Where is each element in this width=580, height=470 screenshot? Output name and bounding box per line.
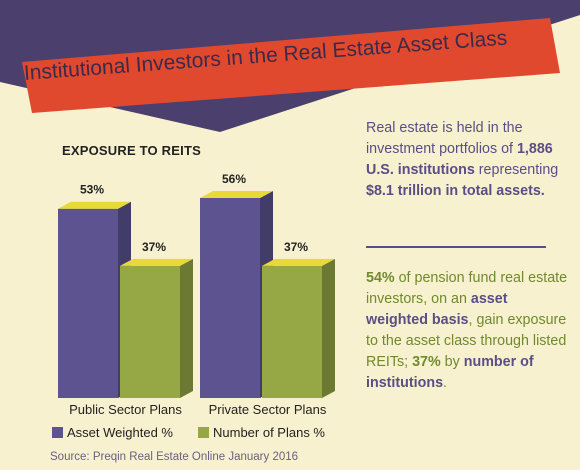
- p2-text-c: asset weighted basis: [366, 291, 508, 328]
- bar-side-number-of-plans-2: [322, 258, 335, 398]
- legend-swatch-number-of-plans: [198, 427, 209, 438]
- p2-text-f: by: [440, 354, 464, 370]
- chart-title: EXPOSURE TO REITS: [62, 143, 201, 158]
- p2-text-g: number of institutions: [366, 354, 534, 391]
- category-label-1: Public Sector Plans: [69, 402, 182, 417]
- legend-label-number-of-plans: Number of Plans %: [213, 425, 325, 440]
- legend-label-asset-weighted: Asset Weighted %: [67, 425, 173, 440]
- bar-top-number-of-plans-2: [262, 258, 335, 266]
- p2-text-d: , gain exposure to the asset class throu…: [366, 312, 567, 370]
- category-label-2: Private Sector Plans: [209, 402, 327, 417]
- p2-text-a: 54%: [366, 270, 395, 286]
- bar-number-of-plans-2: [262, 265, 322, 398]
- legend-swatch-asset-weighted: [52, 427, 63, 438]
- bar-top-asset-weighted-1: [58, 201, 131, 209]
- legend-item-asset-weighted: Asset Weighted %: [52, 425, 173, 440]
- legend-item-number-of-plans: Number of Plans %: [198, 425, 325, 440]
- p2-text-e: 37%: [412, 354, 441, 370]
- bar-asset-weighted-1: [58, 208, 118, 398]
- bar-asset-weighted-2: [200, 198, 260, 398]
- paragraph-institutions: Real estate is held in the investment po…: [366, 118, 571, 202]
- red-banner: [22, 18, 560, 113]
- bar-side-number-of-plans-1: [180, 258, 193, 398]
- data-label-number-of-plans-1: 37%: [142, 240, 166, 254]
- data-label-number-of-plans-2: 37%: [284, 240, 308, 254]
- source-note: Source: Preqin Real Estate Online Januar…: [50, 451, 299, 463]
- p1-text-b: 1,886 U.S. institutions: [366, 141, 553, 178]
- data-label-asset-weighted-2: 56%: [222, 172, 246, 186]
- data-label-asset-weighted-1: 53%: [80, 183, 104, 197]
- p1-text-a: Real estate is held in the investment po…: [366, 120, 523, 157]
- p1-text-d: $8.1 trillion in total assets.: [366, 183, 545, 199]
- bar-number-of-plans-1: [120, 265, 180, 398]
- paragraph-pension: 54% of pension fund real estate investor…: [366, 268, 571, 394]
- bar-top-asset-weighted-2: [200, 191, 273, 198]
- p2-text-h: .: [443, 375, 448, 391]
- divider: [366, 246, 546, 248]
- p2-text-b: of pension fund real estate investors, o…: [366, 270, 568, 307]
- bar-top-number-of-plans-1: [120, 258, 193, 266]
- p1-text-c: representing: [474, 162, 559, 178]
